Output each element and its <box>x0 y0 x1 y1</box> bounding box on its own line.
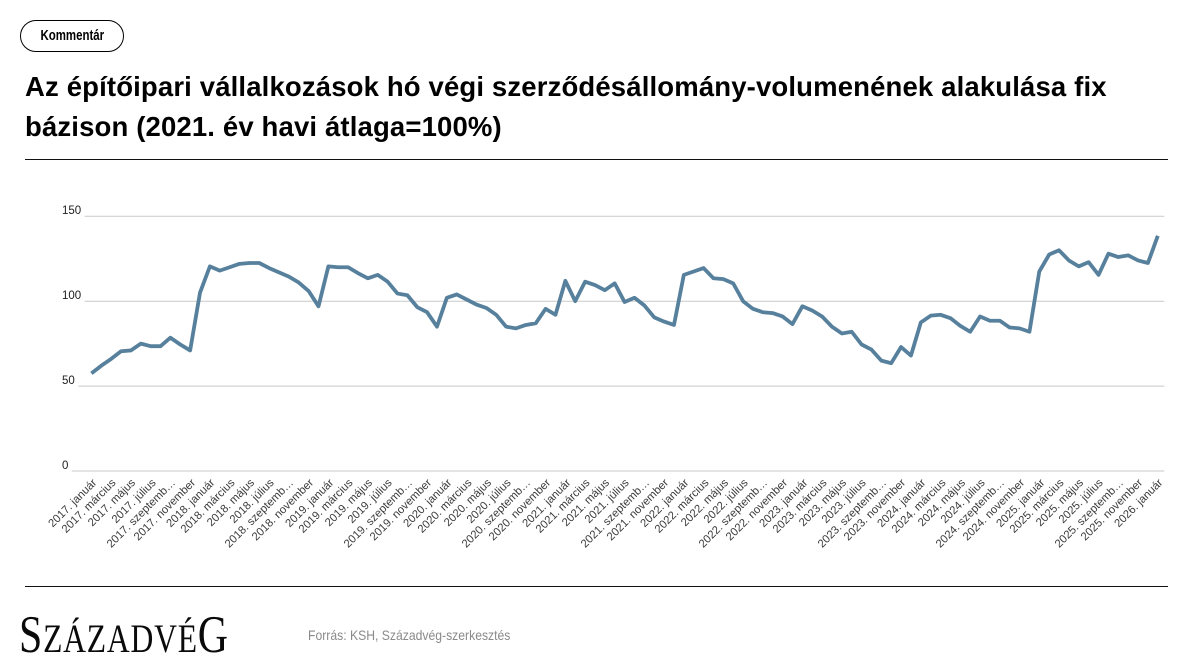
page-title-line-1: Az építőipari vállalkozások hó végi szer… <box>25 70 1107 102</box>
kommentar-button-label: Kommentár <box>40 28 104 44</box>
logo-middle-letters: ZÁZADVÉ <box>43 616 198 661</box>
y-axis-tick-label: 50 <box>62 374 75 387</box>
page-title: Az építőipari vállalkozások hó végi szer… <box>25 67 1185 147</box>
data-line <box>90 235 1160 375</box>
kommentar-button[interactable]: Kommentár <box>20 20 124 52</box>
y-axis-tick-label: 100 <box>62 289 82 302</box>
source-note: Forrás: KSH, Századvég-szerkesztés <box>308 627 511 643</box>
page-title-line-2: bázison (2021. év havi átlaga=100%) <box>25 110 502 142</box>
logo-last-letter: G <box>197 606 229 664</box>
y-axis-tick-label: 150 <box>62 205 82 217</box>
top-divider <box>25 159 1168 161</box>
y-axis-tick-label: 0 <box>62 459 69 472</box>
bottom-divider <box>25 585 1168 587</box>
szazadveg-logo: SZÁZADVÉG <box>19 605 229 665</box>
logo-first-letter: S <box>19 606 44 664</box>
